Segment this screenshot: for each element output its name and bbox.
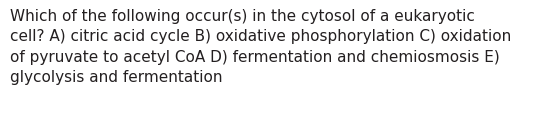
- Text: Which of the following occur(s) in the cytosol of a eukaryotic
cell? A) citric a: Which of the following occur(s) in the c…: [10, 9, 511, 85]
